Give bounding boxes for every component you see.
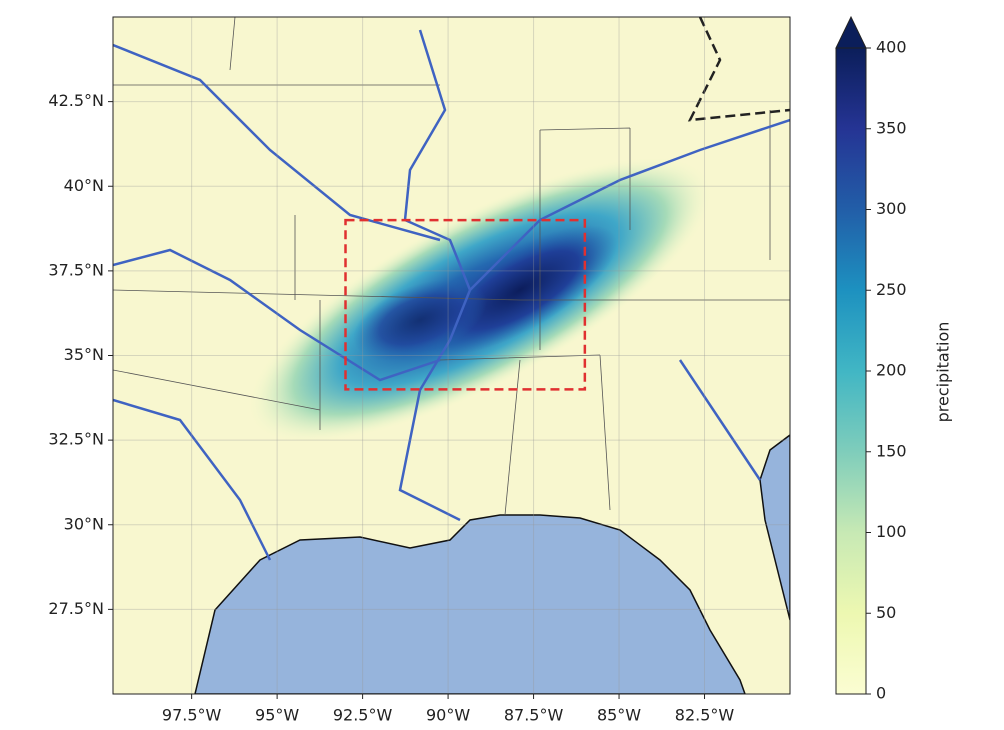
y-tick-label: 30°N — [64, 514, 104, 533]
colorbar-tick-label: 250 — [876, 280, 907, 299]
colorbar-extend — [835, 15, 867, 49]
state-borders — [113, 17, 790, 516]
colorbar-tick-label: 400 — [876, 38, 907, 57]
map-area — [113, 17, 790, 694]
study-box — [344, 218, 587, 391]
colorbar-tick-label: 300 — [876, 199, 907, 218]
atlantic — [759, 434, 790, 621]
colorbar-tick-label: 0 — [876, 684, 886, 703]
y-tick-label: 42.5°N — [48, 91, 104, 110]
y-tick-label: 40°N — [64, 176, 104, 195]
river — [113, 248, 762, 561]
x-tick-label: 85°W — [597, 706, 641, 725]
colorbar-label: precipitation — [934, 322, 953, 423]
x-tick-label: 87.5°W — [504, 706, 564, 725]
x-tick-label: 97.5°W — [162, 706, 222, 725]
y-tick-label: 35°N — [64, 345, 104, 364]
x-tick-label: 82.5°W — [675, 706, 735, 725]
x-tick-label: 95°W — [255, 706, 299, 725]
gridlines — [113, 17, 790, 694]
x-tick-label: 90°W — [426, 706, 470, 725]
colorbar-tick-label: 50 — [876, 603, 896, 622]
river — [113, 43, 790, 291]
y-tick-label: 27.5°N — [48, 599, 104, 618]
gulf — [194, 514, 746, 694]
x-tick-label: 92.5°W — [333, 706, 393, 725]
y-tick-label: 37.5°N — [48, 260, 104, 279]
precip-core — [353, 279, 487, 361]
colorbar-tick-label: 350 — [876, 118, 907, 137]
colorbar-tick-label: 150 — [876, 441, 907, 460]
y-tick-label: 32.5°N — [48, 430, 104, 449]
colorbar-tick-label: 100 — [876, 522, 907, 541]
colorbar-tick-label: 200 — [876, 361, 907, 380]
national-border — [687, 17, 790, 122]
colorbar — [835, 47, 867, 695]
